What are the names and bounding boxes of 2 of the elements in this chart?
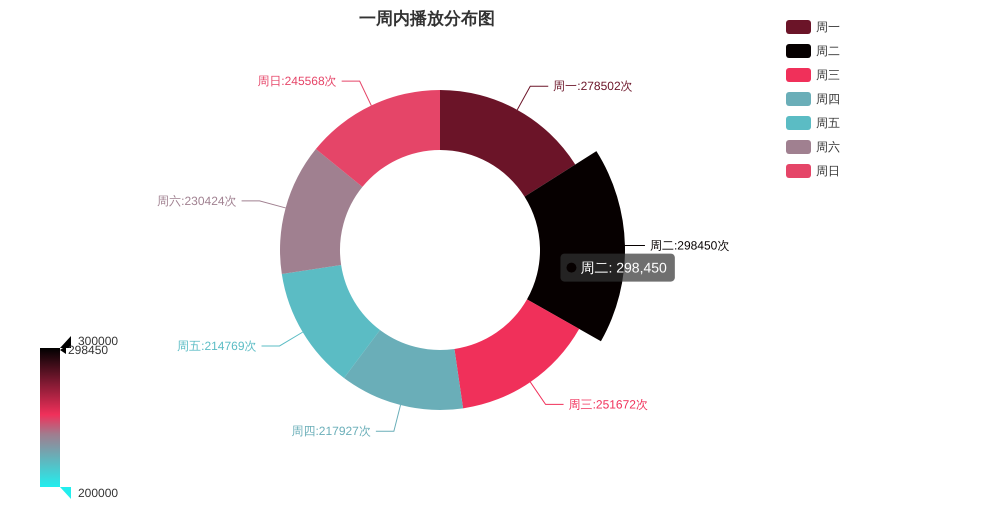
tooltip-text: 周二: 298,450 [580, 260, 667, 276]
title: 一周内播放分布图 [359, 9, 495, 28]
